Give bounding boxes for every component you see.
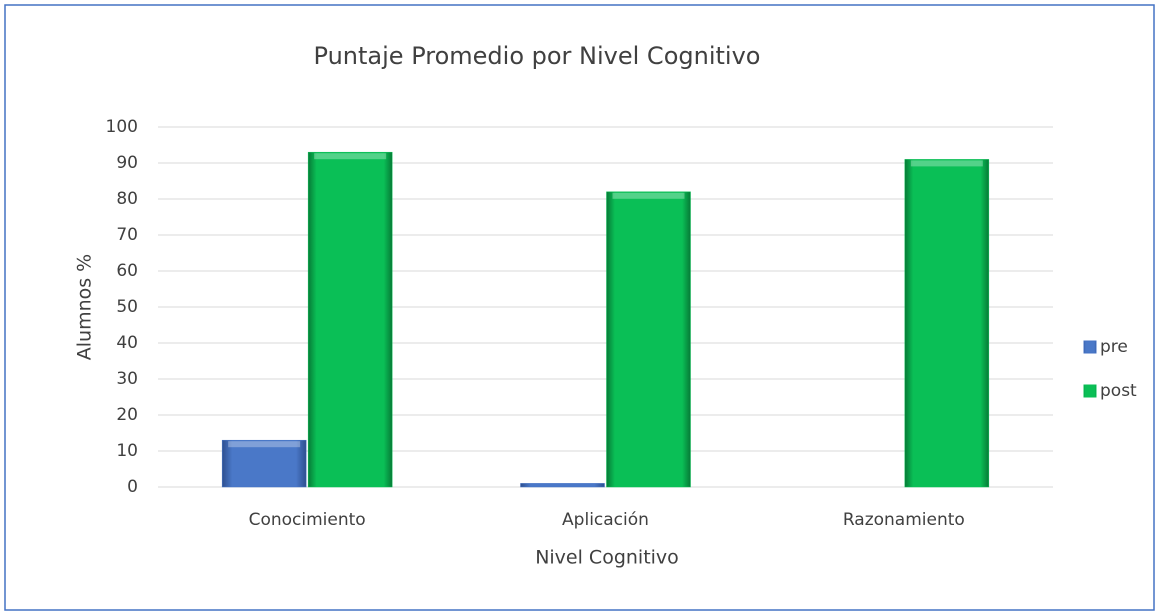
y-tick-label: 10 <box>116 441 138 461</box>
x-axis-label: Nivel Cognitivo <box>535 547 679 569</box>
legend-swatch <box>1083 384 1097 398</box>
bar <box>307 151 393 488</box>
y-tick-label: 60 <box>116 261 138 281</box>
y-tick-label: 40 <box>116 333 138 353</box>
y-tick-label: 100 <box>106 117 138 137</box>
y-tick-label: 80 <box>116 189 138 209</box>
y-tick-label: 50 <box>116 297 138 317</box>
y-tick-label: 90 <box>116 153 138 173</box>
x-tick-label: Conocimiento <box>249 510 366 530</box>
bar <box>520 483 605 488</box>
legend-label: pre <box>1100 337 1128 357</box>
chart-title: Puntaje Promedio por Nivel Cognitivo <box>314 42 761 70</box>
y-tick-label: 0 <box>127 477 138 497</box>
legend-label: post <box>1100 381 1137 401</box>
y-tick-label: 20 <box>116 405 138 425</box>
bar <box>221 439 307 488</box>
bar <box>904 159 990 488</box>
bar <box>606 191 691 488</box>
y-tick-label: 30 <box>116 369 138 389</box>
x-tick-label: Razonamiento <box>843 510 965 530</box>
legend-swatch <box>1083 340 1097 354</box>
x-tick-label: Aplicación <box>562 510 649 530</box>
y-axis-label: Alumnos % <box>74 254 96 361</box>
y-tick-label: 70 <box>116 225 138 245</box>
